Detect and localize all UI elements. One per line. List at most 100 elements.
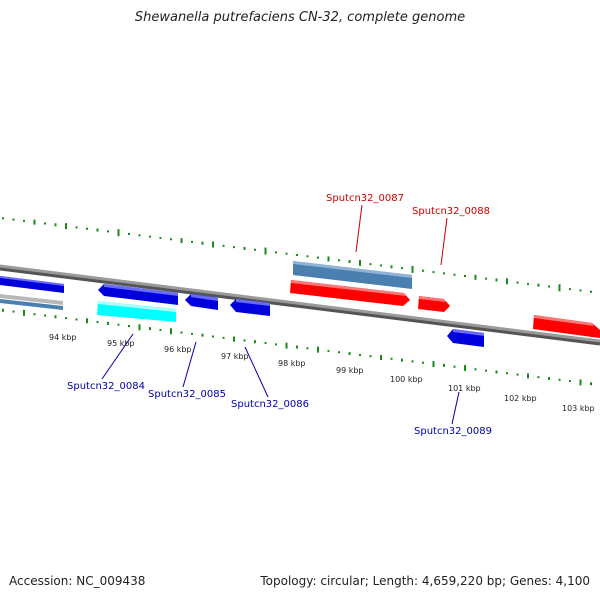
gc-tick-inner <box>159 328 162 331</box>
gc-tick-inner <box>75 318 78 321</box>
scale-label: 98 kbp <box>278 359 306 368</box>
gc-tick-inner <box>474 368 477 371</box>
gc-tick-outer <box>285 252 288 255</box>
gc-tick-outer <box>138 234 141 237</box>
gc-tick-inner <box>579 379 582 386</box>
gene-label[interactable]: Sputcn32_0086 <box>231 399 309 410</box>
gc-tick-inner <box>432 361 435 368</box>
gc-tick-inner <box>23 309 25 316</box>
gc-tick-outer <box>327 256 330 262</box>
gene-label[interactable]: Sputcn32_0084 <box>67 381 145 392</box>
gc-tick-inner <box>254 340 256 344</box>
gc-track-inner <box>2 308 592 386</box>
gc-tick-outer <box>149 235 151 238</box>
gene-label[interactable]: Sputcn32_0085 <box>148 389 226 400</box>
gc-tick-outer <box>485 277 487 280</box>
gc-tick-inner <box>348 352 351 356</box>
gc-tick-inner <box>443 363 445 367</box>
feature-steelblue-0087-edge <box>293 261 412 278</box>
gene-arrow-0089-edge <box>453 329 484 336</box>
gc-tick-outer <box>96 228 99 232</box>
gc-tick-outer <box>411 265 414 273</box>
map-title: Shewanella putrefaciens CN-32, complete … <box>134 10 466 25</box>
leader-line <box>440 217 448 266</box>
gc-tick-outer <box>380 264 382 267</box>
gc-tick-outer <box>54 223 57 227</box>
gene-arrow-0084 <box>98 284 178 305</box>
gc-tick-outer <box>12 218 15 221</box>
gc-tick-outer <box>180 238 183 244</box>
gc-tick-outer <box>464 275 466 277</box>
gc-tick-outer <box>579 289 582 292</box>
gc-tick-outer <box>44 222 46 225</box>
gc-tick-inner <box>275 343 277 346</box>
gc-tick-inner <box>411 360 414 363</box>
feature-left-steel <box>0 299 63 310</box>
scale-label: 100 kbp <box>390 375 423 384</box>
gene-arrow-0087 <box>290 280 410 306</box>
gc-tick-inner <box>380 355 382 360</box>
gc-tick-inner <box>590 382 592 386</box>
gc-tick-outer <box>390 265 393 269</box>
gc-tick-inner <box>306 347 309 350</box>
gc-tick-outer <box>65 223 67 230</box>
gc-tick-outer <box>359 259 361 266</box>
gc-tick-outer <box>474 274 477 280</box>
gc-tick-outer <box>264 247 267 255</box>
gc-tick-outer <box>222 244 225 247</box>
feature-cyan-0084 <box>97 301 176 322</box>
gc-tick-inner <box>338 351 340 354</box>
gc-tick-inner <box>44 314 46 317</box>
gc-tick-outer <box>317 256 319 259</box>
gc-tick-outer <box>201 241 204 245</box>
gene-arrow-right-edge <box>533 315 600 338</box>
gc-tick-inner <box>65 317 67 320</box>
gc-tick-inner <box>86 318 88 324</box>
gc-tick-outer <box>212 241 214 248</box>
gc-tick-outer <box>506 278 508 285</box>
scale-label: 102 kbp <box>504 394 537 403</box>
gc-tick-inner <box>212 335 214 338</box>
gc-tick-outer <box>2 217 4 220</box>
gc-tick-inner <box>537 376 540 379</box>
gc-tick-inner <box>191 332 193 335</box>
gene-label[interactable]: Sputcn32_0088 <box>412 206 490 217</box>
gc-tick-outer <box>369 263 372 266</box>
feature-left-blue-edge <box>0 276 64 286</box>
scale-label: 94 kbp <box>49 333 77 342</box>
backbone <box>0 264 600 343</box>
gc-tick-inner <box>569 380 571 383</box>
gc-tick-outer <box>558 284 561 292</box>
leader-line <box>451 391 460 425</box>
scale-label: 99 kbp <box>336 366 364 375</box>
gc-track-outer <box>2 217 592 293</box>
gc-tick-inner <box>296 345 298 349</box>
gc-tick-inner <box>527 373 529 379</box>
gc-tick-inner <box>548 377 550 380</box>
scale-label: 95 kbp <box>107 339 135 348</box>
gc-tick-inner <box>516 373 519 376</box>
gc-tick-inner <box>485 369 487 372</box>
gene-arrow-0088-edge <box>419 296 446 302</box>
leader-line <box>355 204 363 253</box>
gene-label[interactable]: Sputcn32_0089 <box>414 426 492 437</box>
gc-tick-outer <box>548 285 550 288</box>
gc-tick-outer <box>86 227 88 230</box>
gc-tick-outer <box>254 248 256 251</box>
gc-tick-inner <box>464 365 466 371</box>
gc-tick-outer <box>33 219 36 225</box>
scale-label: 101 kbp <box>448 384 481 393</box>
gc-tick-inner <box>96 321 99 324</box>
gc-tick-outer <box>537 283 540 287</box>
gc-tick-outer <box>348 260 351 264</box>
gc-tick-outer <box>107 230 109 233</box>
gene-label[interactable]: Sputcn32_0087 <box>326 193 404 204</box>
gene-arrow-0085-edge <box>191 294 218 301</box>
feature-cyan-0084-edge <box>98 301 176 312</box>
gene-arrow-0086-edge <box>236 299 270 306</box>
gene-arrow-0087-edge <box>291 280 406 296</box>
gc-tick-outer <box>338 259 340 262</box>
gc-tick-outer <box>243 246 246 250</box>
